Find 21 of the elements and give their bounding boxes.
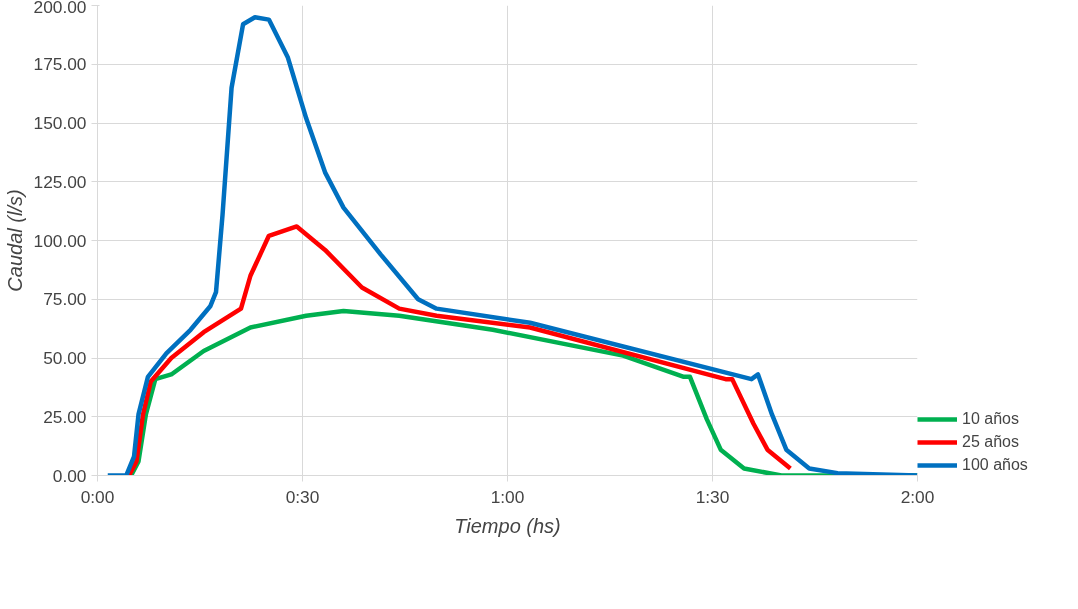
y-tick-label: 175.00 [33,54,87,75]
line-series [105,15,918,476]
x-tick-label: 2:00 [900,486,935,507]
y-tick-label: 0.00 [52,465,87,486]
y-tick-label: 25.00 [43,406,87,427]
y-axis-title: Caudal (l/s) [3,189,26,292]
x-tick-label: 0:30 [285,486,320,507]
line-series [126,224,793,476]
y-tick-label: 50.00 [43,348,87,368]
y-tick-label: 200.00 [33,0,87,17]
y-tick-label: 100.00 [33,230,87,251]
legend-label: 100 años [962,456,1028,474]
y-tick-label: 150.00 [33,113,87,133]
x-tick-label: 0:00 [80,486,115,507]
x-axis-title: Tiempo (hs) [454,514,561,537]
legend-label: 10 años [962,410,1019,428]
x-tick-label: 1:30 [695,486,730,507]
legend-label: 25 años [962,433,1019,451]
y-tick-label: 125.00 [33,171,87,192]
x-tick-label: 1:00 [490,486,525,507]
y-tick-label: 75.00 [43,289,87,310]
